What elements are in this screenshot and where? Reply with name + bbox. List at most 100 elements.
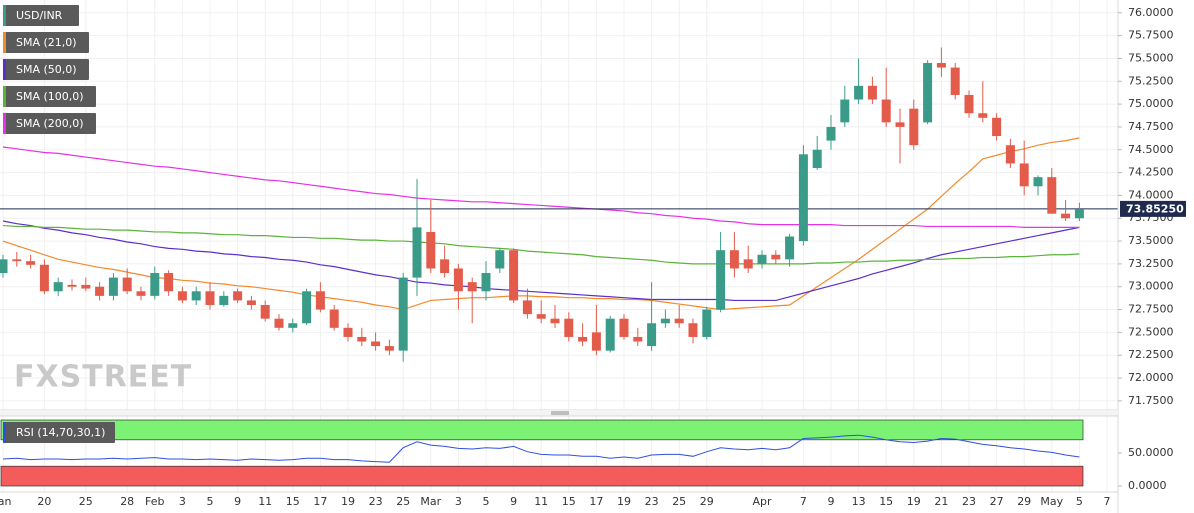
y-tick-label: 72.2500 (1128, 348, 1174, 361)
candle-body (426, 231, 436, 269)
candle-body (260, 304, 270, 319)
y-tick-label: 71.7500 (1128, 394, 1174, 407)
y-tick-label: 75.7500 (1128, 29, 1174, 42)
candle-body (274, 318, 284, 328)
candle-body (536, 314, 546, 319)
legend-swatch (3, 422, 6, 443)
candle-body (329, 309, 339, 328)
candle-body (647, 323, 657, 347)
candle-body (95, 286, 105, 296)
candle-body (716, 250, 726, 310)
x-tick-label: 5 (207, 495, 214, 508)
legend-box[interactable] (3, 422, 115, 443)
legend-box[interactable] (3, 5, 79, 26)
candle-body (302, 291, 312, 324)
x-tick-label: 28 (120, 495, 134, 508)
y-tick-label: 74.0000 (1128, 188, 1174, 201)
candle-body (315, 291, 325, 310)
y-tick-label: 75.0000 (1128, 97, 1174, 110)
x-tick-label: 9 (828, 495, 835, 508)
candle-body (26, 261, 36, 265)
legend-box[interactable] (3, 86, 96, 107)
candle-body (854, 85, 864, 100)
legend-box[interactable] (3, 113, 96, 134)
candle-body (950, 67, 960, 95)
candle-body (440, 259, 450, 274)
candle-body (39, 264, 49, 292)
x-tick-label: 3 (455, 495, 462, 508)
candle-body (923, 63, 933, 123)
x-tick-label: Feb (145, 495, 164, 508)
y-tick-label: 74.5000 (1128, 143, 1174, 156)
x-tick-label: 19 (341, 495, 355, 508)
x-tick-label: 17 (589, 495, 603, 508)
rsi-y-tick-label: 50.0000 (1128, 446, 1174, 459)
x-tick-label: 11 (258, 495, 272, 508)
candle-body (619, 318, 629, 337)
x-tick-label: 21 (934, 495, 948, 508)
rsi-panel (0, 419, 1084, 487)
candle-body (840, 99, 850, 123)
x-tick-label: 15 (286, 495, 300, 508)
candle-body (881, 99, 891, 123)
candle-body (53, 282, 63, 292)
last-price-box (1120, 200, 1186, 217)
y-tick-label: 72.7500 (1128, 303, 1174, 316)
candle-body (122, 277, 132, 292)
x-tick-label: May (1040, 495, 1063, 508)
y-tick-label: 72.0000 (1128, 371, 1174, 384)
y-tick-label: 74.7500 (1128, 120, 1174, 133)
watermark: FXSTREET (14, 360, 192, 395)
x-tick-label: 9 (510, 495, 517, 508)
sma-line (2, 137, 1080, 311)
candle-body (785, 236, 795, 260)
y-tick-label: 75.5000 (1128, 51, 1174, 64)
candle-body (288, 323, 298, 328)
candle-body (67, 284, 77, 287)
candle-body (978, 113, 988, 118)
x-tick-label: 13 (852, 495, 866, 508)
candle-body (798, 154, 808, 242)
sma-line (2, 146, 1080, 228)
legend-swatch (3, 86, 6, 107)
panel-splitter[interactable] (0, 410, 1118, 416)
y-tick-label: 74.2500 (1128, 166, 1174, 179)
candle-body (177, 291, 187, 301)
candle-body (522, 300, 532, 315)
candle-body (412, 227, 422, 278)
candle-body (729, 250, 739, 269)
candle-body (743, 259, 753, 269)
candle-body (1005, 145, 1015, 164)
x-tick-label: 19 (907, 495, 921, 508)
legend-box[interactable] (3, 59, 89, 80)
legend-label: SMA (50,0) (16, 63, 77, 76)
x-tick-label: 20 (37, 495, 51, 508)
candle-body (867, 85, 877, 100)
candle-body (191, 291, 201, 301)
x-tick-label: 25 (79, 495, 93, 508)
x-tick-label: Jan (0, 495, 12, 508)
y-tick-label: 75.2500 (1128, 74, 1174, 87)
candle-body (564, 318, 574, 337)
x-tick-label: 23 (962, 495, 976, 508)
legend-swatch (3, 113, 6, 134)
candle-body (964, 94, 974, 114)
x-tick-label: 15 (879, 495, 893, 508)
y-tick-label: 76.0000 (1128, 6, 1174, 19)
candle-body (909, 108, 919, 146)
legend-box[interactable] (3, 32, 89, 53)
legend-label: SMA (100,0) (16, 90, 84, 103)
sma-line (2, 220, 1080, 302)
candle-body (233, 291, 243, 301)
candle-body (633, 336, 643, 342)
candle-body (771, 254, 781, 260)
rsi-y-tick-label: 0.0000 (1128, 479, 1167, 492)
candle-body (467, 282, 477, 292)
x-tick-label: 17 (313, 495, 327, 508)
y-tick-label: 73.2500 (1128, 257, 1174, 270)
legend-swatch (3, 5, 6, 26)
candle-body (1033, 177, 1043, 187)
x-tick-label: Apr (752, 495, 772, 508)
legend-swatch (3, 59, 6, 80)
